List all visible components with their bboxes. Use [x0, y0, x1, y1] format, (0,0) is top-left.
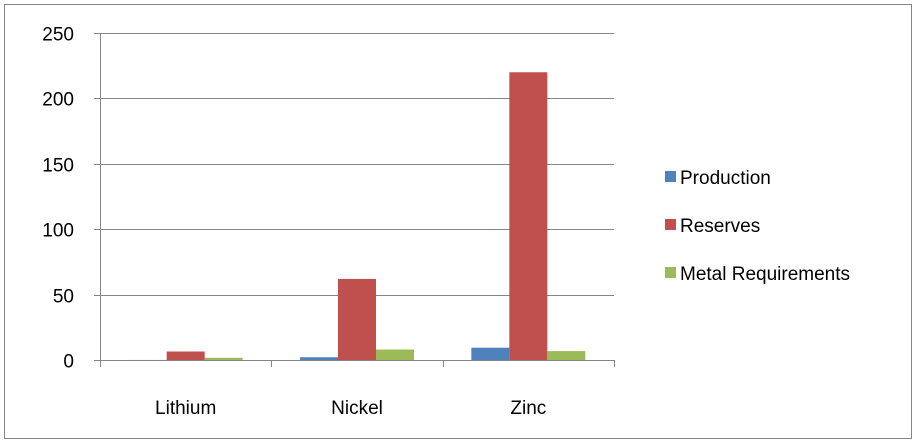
legend-label: Production: [680, 168, 771, 189]
legend-item: Reserves: [665, 216, 760, 237]
x-axis-tick-labels: Lithium Nickel Zinc: [155, 398, 546, 419]
bar-reserves-nickel: [338, 278, 376, 360]
axes: [100, 33, 615, 367]
legend: Production Reserves Metal Requirements: [665, 168, 850, 285]
bar-production-zinc: [471, 347, 510, 360]
legend-label: Metal Requirements: [680, 264, 850, 285]
legend-swatch: [665, 171, 676, 182]
bar-metal-requirements-zinc: [547, 351, 586, 360]
bar-reserves-lithium: [166, 351, 205, 360]
x-tick-label: Nickel: [331, 398, 383, 419]
y-tick-label: 200: [42, 90, 74, 111]
legend-item: Metal Requirements: [665, 264, 850, 285]
legend-item: Production: [665, 168, 771, 189]
bar-reserves-zinc: [509, 72, 548, 361]
bars: [128, 72, 586, 361]
y-tick-label: 250: [42, 25, 74, 46]
legend-swatch: [665, 267, 676, 278]
chart-area: [4, 4, 912, 439]
y-axis-tick-labels: 0 50 100 150 200 250: [42, 25, 74, 373]
y-tick-label: 0: [63, 352, 74, 373]
y-tick-label: 150: [42, 156, 74, 177]
y-tick-label: 50: [53, 287, 74, 308]
legend-label: Reserves: [680, 216, 760, 237]
x-tick-label: Lithium: [155, 398, 216, 419]
legend-swatch: [665, 219, 676, 230]
y-tick-label: 100: [42, 221, 74, 242]
bar-metal-requirements-lithium: [204, 357, 243, 360]
x-tick-label: Zinc: [510, 398, 546, 419]
bar-production-nickel: [300, 357, 338, 360]
bar-metal-requirements-nickel: [376, 349, 414, 360]
